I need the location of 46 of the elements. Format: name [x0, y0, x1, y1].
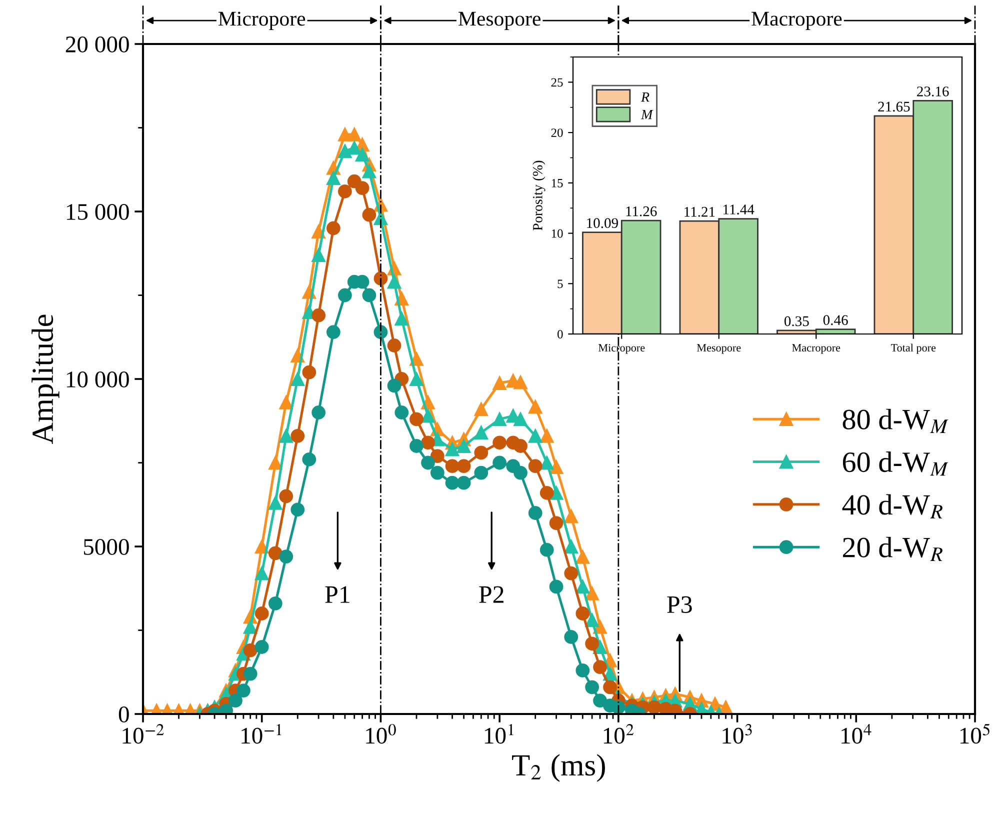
y-tick-label: 10 000: [66, 371, 129, 388]
y-axis-title: Amplitude: [32, 314, 60, 444]
y-tick-label: 5: [558, 280, 563, 288]
annotation: P1: [325, 586, 350, 603]
annotation: P2: [479, 586, 504, 603]
data-label: 11.44: [723, 204, 754, 214]
legend-label: 80 d-W$_{M}$: [842, 408, 948, 433]
text: Mesopore: [458, 12, 541, 30]
data-label: 21.65: [878, 102, 910, 112]
x-tick-label: 10$^{0}$: [366, 724, 396, 744]
legend-label: 60 d-W$_{M}$: [842, 452, 948, 476]
legend-label: M: [640, 110, 654, 120]
x-tick-label: Micropore: [598, 344, 645, 354]
y-tick-label: 20 000: [66, 36, 129, 52]
legend-label: 20 d-W$_{R}$: [842, 536, 942, 561]
x-tick-label: 10$^{1}$: [485, 724, 514, 744]
annotation: P3: [667, 596, 692, 614]
y-tick-label: 15 000: [66, 204, 129, 220]
y-tick-label: 0: [118, 706, 129, 722]
data-label: 10.09: [587, 218, 618, 228]
y-tick-label: 15: [552, 178, 563, 188]
x-tick-label: 10$^{5}$: [960, 724, 990, 744]
x-tick-label: 10$^{2}$: [604, 724, 634, 744]
data-label: 0.35: [784, 316, 809, 326]
x-tick-label: Mesopore: [696, 344, 741, 354]
x-axis-title: T$_{2}$ (ms): [512, 754, 605, 782]
x-tick-label: 10$^{−1}$: [242, 724, 282, 744]
data-label: 11.21: [684, 206, 715, 217]
x-tick-label: 10$^{−2}$: [122, 724, 164, 744]
text: Micropore: [218, 12, 306, 30]
y-axis-title: Porosity (%): [532, 160, 546, 230]
legend-label: 40 d-W$_{R}$: [842, 494, 942, 518]
x-tick-label: 10$^{3}$: [722, 724, 752, 744]
data-label: 0.46: [823, 315, 848, 326]
data-label: 11.26: [626, 206, 657, 216]
x-tick-label: 10$^{4}$: [842, 724, 872, 744]
y-tick-label: 25: [551, 78, 563, 87]
x-tick-label: Macropore: [792, 344, 840, 354]
y-tick-label: 0: [558, 330, 563, 338]
y-tick-label: 10: [552, 229, 563, 238]
y-tick-label: 5000: [84, 538, 129, 555]
x-tick-label: Total pore: [890, 344, 936, 354]
y-tick-label: 20: [551, 128, 563, 138]
data-label: 23.16: [917, 86, 949, 96]
legend-label: R: [640, 92, 650, 102]
text: Macropore: [752, 12, 842, 30]
